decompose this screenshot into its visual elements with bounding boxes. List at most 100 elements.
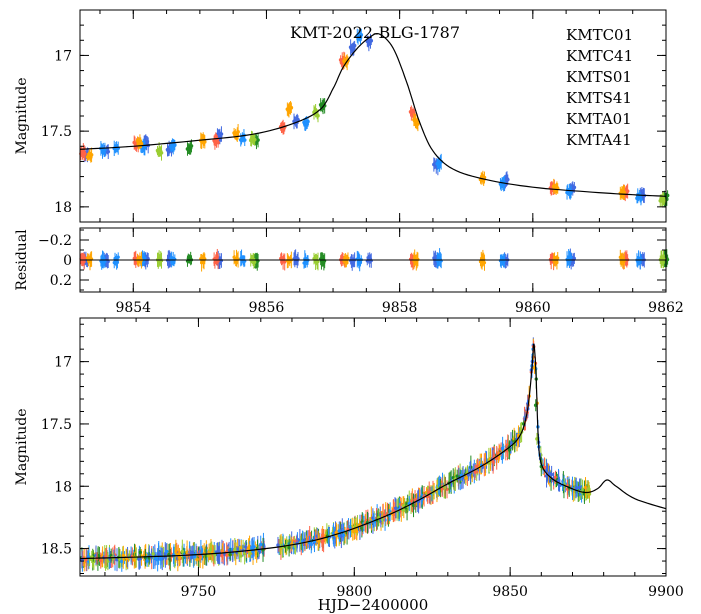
bottom-point-cluster-9 bbox=[119, 545, 127, 572]
residual-point-KMTC01-5 bbox=[292, 249, 300, 269]
residual-point-KMTS41-4 bbox=[285, 251, 293, 269]
y-tick-label: 18 bbox=[54, 200, 72, 216]
top-point-KMTC41-3 bbox=[169, 138, 177, 155]
y-tick-label: 0 bbox=[63, 253, 72, 269]
top-point-KMTC41-7 bbox=[435, 153, 443, 172]
y-tick-label: 18.5 bbox=[41, 542, 72, 558]
bottom-point-cluster-49 bbox=[307, 525, 314, 554]
bottom-point-cluster-41 bbox=[259, 532, 266, 562]
bottom-point-cluster-37 bbox=[241, 539, 249, 565]
legend-entry-kmta41: KMTA41 bbox=[566, 131, 632, 149]
bottom-point-cluster-10 bbox=[124, 546, 130, 571]
x-tick-label: 9750 bbox=[181, 584, 217, 600]
top-data-points bbox=[79, 28, 670, 208]
bottom-point-cluster-78 bbox=[434, 476, 441, 503]
top-point-KMTS41-4 bbox=[285, 101, 294, 118]
top-point-KMTS41-8 bbox=[551, 178, 560, 195]
bottom-point-cluster-60 bbox=[354, 514, 362, 541]
top-point-KMTA41-0 bbox=[155, 142, 164, 161]
legend-entry-kmta01: KMTA01 bbox=[566, 110, 632, 128]
bottom-point-cluster-2 bbox=[90, 548, 96, 571]
x-tick-label: 9800 bbox=[336, 584, 372, 600]
top-point-KMTC41-6 bbox=[355, 28, 364, 45]
x-tick-label: 9850 bbox=[492, 584, 528, 600]
top-point-KMTC41-0 bbox=[99, 141, 107, 159]
bottom-point-cluster-8 bbox=[115, 546, 122, 572]
bottom-point-cluster-36 bbox=[237, 538, 243, 563]
top-panel: 17 17.5 18 KMT-2022-BLG-1787 Magnitude KMT… bbox=[14, 9, 670, 223]
residual-point-KMTC41-7 bbox=[435, 248, 443, 269]
residual-point-KMTC41-4 bbox=[239, 249, 247, 268]
bottom-point-cluster-12 bbox=[132, 543, 139, 569]
top-point-KMTS41-1 bbox=[135, 134, 144, 150]
top-point-KMTS41-6 bbox=[412, 113, 420, 132]
residual-panel: 0.2 0 −0.2 9854 9856 9858 9860 9862 Residual bbox=[14, 227, 684, 316]
top-point-KMTS41-0 bbox=[85, 147, 94, 163]
y-tick-label: −0.2 bbox=[38, 233, 72, 249]
bottom-y-axis-label: Magnitude bbox=[14, 408, 30, 485]
residual-point-KMTA01-2 bbox=[319, 252, 327, 271]
y-tick-label: 17 bbox=[54, 355, 72, 371]
bottom-point-cluster-61 bbox=[359, 512, 366, 538]
bottom-point-cluster-88 bbox=[477, 453, 484, 481]
residual-point-KMTS01-3 bbox=[279, 252, 287, 271]
y-tick-label: 17 bbox=[54, 48, 72, 64]
legend: KMTC01 KMTC41 KMTS01 KMTS41 KMTA01 KMTA41 bbox=[566, 26, 633, 149]
residual-point-KMTA01-0 bbox=[185, 251, 194, 267]
residual-point-KMTS41-2 bbox=[199, 252, 207, 272]
top-point-KMTC01-6 bbox=[348, 39, 357, 57]
top-point-KMTC41-4 bbox=[238, 129, 247, 147]
top-point-KMTC01-7 bbox=[365, 33, 374, 52]
y-tick-label: 17.5 bbox=[41, 417, 72, 433]
legend-entry-kmtc41: KMTC41 bbox=[566, 47, 633, 65]
bottom-point-cluster-95 bbox=[507, 429, 515, 460]
top-point-KMTA01-0 bbox=[185, 139, 194, 156]
bottom-point-cluster-13 bbox=[137, 545, 144, 570]
residual-point-KMTC41-1 bbox=[112, 252, 120, 270]
legend-entry-kmts01: KMTS01 bbox=[566, 68, 632, 86]
model-curve-top bbox=[79, 32, 667, 197]
top-x-ticks bbox=[99, 10, 667, 222]
y-tick-label: 17.5 bbox=[41, 124, 72, 140]
bottom-point-cluster-20 bbox=[167, 543, 173, 571]
residual-point-KMTS41-0 bbox=[85, 251, 94, 271]
residual-point-KMTC41-5 bbox=[302, 250, 310, 269]
top-y-axis-label: Magnitude bbox=[14, 77, 30, 154]
y-tick-label: 0.2 bbox=[50, 273, 72, 289]
x-tick-label: 9856 bbox=[249, 300, 285, 316]
legend-entry-kmts41: KMTS41 bbox=[566, 89, 632, 107]
residual-point-KMTA41-2 bbox=[312, 252, 320, 271]
bottom-x-axis: 9750 9800 9850 9900 bbox=[104, 318, 684, 600]
top-point-KMTC41-1 bbox=[112, 140, 121, 157]
residual-point-KMTS41-3 bbox=[232, 249, 240, 268]
x-tick-label: 9858 bbox=[382, 300, 418, 316]
residual-point-KMTC41-6 bbox=[355, 250, 363, 272]
x-tick-label: 9862 bbox=[648, 300, 684, 316]
bottom-point-cluster-92 bbox=[494, 443, 502, 470]
residual-y-axis-label: Residual bbox=[14, 229, 30, 291]
bottom-point-cluster-18 bbox=[159, 542, 166, 571]
x-tick-label: 9854 bbox=[115, 300, 151, 316]
bottom-point-cluster-40 bbox=[255, 535, 261, 563]
model-curve-bottom bbox=[79, 343, 667, 560]
bottom-point-cluster-51 bbox=[315, 527, 322, 551]
bottom-point-cluster-22 bbox=[175, 544, 182, 572]
bottom-point-cluster-70 bbox=[398, 496, 406, 522]
top-point-KMTS01-5 bbox=[408, 105, 417, 121]
bottom-point-cluster-57 bbox=[341, 521, 349, 546]
residual-x-axis: 9854 9856 9858 9860 9862 bbox=[99, 228, 684, 316]
residual-point-KMTC41-9 bbox=[565, 249, 573, 269]
x-tick-label: 9860 bbox=[515, 300, 551, 316]
x-tick-label: 9900 bbox=[648, 584, 684, 600]
top-chart-title: KMT-2022-BLG-1787 bbox=[290, 23, 460, 42]
bottom-point-cluster-108 bbox=[565, 476, 571, 499]
legend-entry-kmtc01: KMTC01 bbox=[566, 26, 633, 44]
residual-point-KMTS41-1 bbox=[135, 251, 144, 269]
residual-point-KMTC01-6 bbox=[349, 252, 357, 271]
residual-y-axis: 0.2 0 −0.2 bbox=[38, 229, 666, 291]
bottom-data-points bbox=[80, 337, 592, 572]
bottom-x-axis-label: HJD−2400000 bbox=[318, 596, 429, 614]
residual-point-KMTS41-8 bbox=[552, 252, 560, 270]
